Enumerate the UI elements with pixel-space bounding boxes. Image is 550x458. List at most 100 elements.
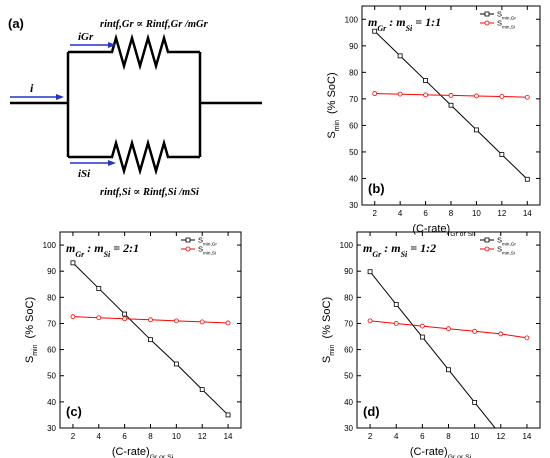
data-point (448, 93, 454, 98)
x-axis-label: (C-rate)Gr or Si (112, 446, 174, 458)
y-tick-label: 40 (47, 398, 56, 407)
legend-entry: Smin,Si (198, 245, 216, 256)
panel-label: (b) (368, 181, 385, 196)
data-point (122, 311, 128, 317)
data-point (372, 28, 378, 34)
data-point (393, 321, 399, 326)
data-point (446, 367, 451, 373)
panel-label-a: (a) (8, 16, 24, 31)
resistor-gr-label: rintf,Gr ∝ Rintf,Gr /mGr (100, 19, 209, 30)
data-point (474, 93, 479, 99)
y-tick-label: 70 (47, 319, 56, 328)
data-point (524, 94, 530, 100)
x-tick-label: 6 (420, 432, 425, 441)
y-tick-label: 100 (43, 241, 57, 250)
data-point (499, 94, 505, 99)
data-area (70, 260, 231, 418)
x-tick-label: 8 (446, 432, 451, 441)
x-tick-label: 10 (172, 432, 181, 441)
x-tick-label: 2 (71, 432, 76, 441)
y-tick-label: 50 (47, 372, 56, 381)
legend-entry: Smin,Si (497, 19, 515, 30)
data-point (148, 337, 153, 343)
chart-panel-c: 2 4 6 8 10 12 14 30 40 50 60 70 80 90 100 (C-rate)Gr or… (24, 231, 242, 458)
current-label-main: i (30, 81, 34, 95)
data-point (472, 399, 478, 405)
legend-marker (484, 11, 490, 17)
y-tick-label: 30 (47, 424, 56, 433)
y-tick-label: 50 (349, 148, 358, 157)
legend-marker (185, 246, 191, 252)
legend-entry: Smin,Gr (497, 10, 516, 21)
x-tick-label: 14 (523, 209, 532, 218)
x-tick-label: 6 (122, 432, 127, 441)
data-point (448, 102, 454, 108)
panel-label: (c) (66, 404, 82, 419)
series-line-0 (369, 271, 496, 428)
data-point (199, 387, 205, 392)
data-point (472, 328, 478, 334)
arrow-head-si (108, 160, 116, 166)
current-label-gr: iGr (78, 31, 94, 43)
legend-marker (484, 20, 490, 26)
y-tick-label: 40 (344, 398, 353, 407)
legend-entry: Smin,Si (497, 245, 515, 256)
resistor-gr (68, 33, 200, 71)
y-tick-label: 80 (344, 293, 353, 302)
chart-panel-d: 2 4 6 8 10 12 14 30 40 50 60 70 80 90 100 (C-rate)Gr or… (321, 231, 541, 458)
x-tick-label: 10 (470, 432, 479, 441)
plot-frame (59, 231, 242, 429)
resistor-si (68, 138, 200, 176)
ratio-label: mGr : mSi = 2:1 (66, 241, 139, 259)
ratio-label: mGr : mSi = 1:1 (368, 15, 441, 33)
data-point (524, 335, 530, 341)
data-point (372, 91, 378, 96)
data-area (367, 269, 530, 428)
data-point (225, 412, 231, 418)
data-point (96, 286, 102, 291)
y-tick-label: 80 (47, 293, 56, 302)
data-point (70, 260, 76, 266)
x-tick-label: 2 (368, 432, 373, 441)
x-tick-label: 8 (148, 432, 153, 441)
y-tick-label: 60 (47, 346, 56, 355)
data-point (397, 91, 403, 97)
chart-panel-b: 2 4 6 8 10 12 14 30 40 50 60 70 80 90 100 (C-rate)Gr or… (326, 5, 541, 238)
data-point (474, 127, 479, 133)
data-point (96, 315, 102, 321)
data-point (70, 314, 76, 320)
data-point (393, 301, 399, 307)
x-tick-label: 4 (398, 209, 403, 218)
data-point (419, 334, 425, 340)
x-tick-label: 8 (449, 209, 454, 218)
x-tick-label: 4 (97, 432, 102, 441)
circuit-diagram: (a) i iGr iSi rintf,Gr ∝ Rintf,Gr /mGr r… (8, 16, 262, 198)
arrow-head-gr (108, 42, 116, 48)
y-tick-label: 70 (349, 95, 358, 104)
y-tick-label: 80 (349, 68, 358, 77)
y-tick-label: 100 (340, 241, 354, 250)
y-tick-label: 90 (47, 267, 56, 276)
y-axis-label: Smin (% SoC) (321, 297, 336, 363)
current-label-si: iSi (78, 168, 91, 180)
y-tick-label: 60 (344, 346, 353, 355)
x-tick-label: 4 (394, 432, 399, 441)
x-axis-label: (C-rate)Gr or Si (410, 446, 472, 458)
y-axis-label: Smin (% SoC) (326, 72, 341, 138)
legend-marker (185, 237, 191, 243)
x-axis-label: (C-rate)Gr or Si (412, 223, 474, 238)
x-tick-label: 12 (198, 432, 207, 441)
y-tick-label: 40 (349, 174, 358, 183)
data-point (446, 326, 451, 332)
panel-label: (d) (363, 404, 380, 419)
x-tick-label: 12 (497, 209, 506, 218)
legend-marker (484, 237, 490, 243)
y-tick-label: 60 (349, 121, 358, 130)
legend-entry: Smin,Gr (198, 236, 217, 247)
data-point (225, 320, 231, 326)
y-tick-label: 50 (344, 372, 353, 381)
x-tick-label: 14 (224, 432, 233, 441)
data-point (367, 318, 373, 324)
x-tick-label: 10 (472, 209, 481, 218)
x-tick-label: 12 (496, 432, 505, 441)
